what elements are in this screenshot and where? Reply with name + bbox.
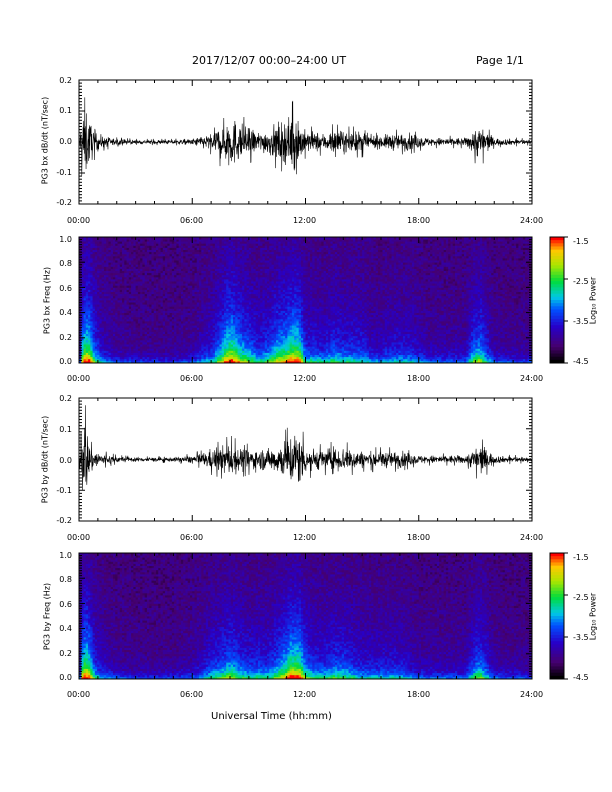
figure-canvas xyxy=(0,0,612,792)
panel1-series-line xyxy=(79,97,532,175)
